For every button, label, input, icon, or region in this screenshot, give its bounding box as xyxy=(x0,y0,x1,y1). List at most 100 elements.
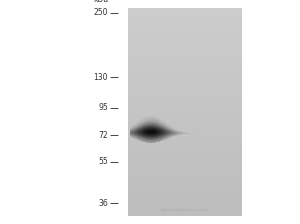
Bar xyxy=(146,122,147,123)
Bar xyxy=(149,132,150,133)
Bar xyxy=(139,123,140,124)
Bar xyxy=(159,141,160,142)
Bar xyxy=(161,136,162,137)
Bar xyxy=(165,131,166,132)
Bar xyxy=(134,131,135,132)
Bar xyxy=(159,127,160,128)
Bar xyxy=(152,141,153,142)
Bar xyxy=(145,140,146,141)
Bar xyxy=(142,118,143,119)
Bar xyxy=(147,126,148,127)
Bar xyxy=(143,135,144,136)
Bar xyxy=(136,129,137,130)
Bar xyxy=(128,155,242,158)
Bar xyxy=(143,132,144,133)
Bar xyxy=(159,121,160,122)
Bar xyxy=(146,125,147,126)
Bar xyxy=(154,122,155,123)
Bar xyxy=(148,142,149,143)
Bar xyxy=(160,127,161,128)
Bar xyxy=(157,133,158,134)
Bar xyxy=(138,131,139,132)
Bar xyxy=(167,127,168,128)
Bar xyxy=(151,131,152,132)
Bar xyxy=(148,139,149,140)
Bar xyxy=(163,135,164,136)
Bar xyxy=(140,135,141,136)
Bar xyxy=(128,55,242,58)
Bar xyxy=(167,124,168,125)
Bar xyxy=(138,125,139,126)
Bar xyxy=(134,138,135,139)
Bar xyxy=(149,119,150,120)
Bar xyxy=(143,119,144,120)
Bar xyxy=(142,121,143,122)
Text: 36: 36 xyxy=(98,199,108,208)
Bar xyxy=(128,148,242,150)
Bar xyxy=(139,132,140,133)
Bar xyxy=(152,136,153,137)
Bar xyxy=(138,129,139,130)
Bar xyxy=(147,139,148,140)
Bar xyxy=(147,136,148,137)
Bar xyxy=(136,138,137,139)
Bar xyxy=(140,123,141,124)
Bar xyxy=(146,128,147,129)
Text: 95: 95 xyxy=(98,103,108,112)
Bar xyxy=(156,124,157,125)
Bar xyxy=(137,128,138,129)
Bar xyxy=(145,121,146,122)
Bar xyxy=(159,122,160,123)
Bar xyxy=(147,137,148,138)
Bar xyxy=(158,136,159,137)
Bar xyxy=(162,138,163,139)
Text: www.elabscience.com: www.elabscience.com xyxy=(161,208,209,212)
Bar xyxy=(154,123,155,124)
Bar xyxy=(142,123,143,124)
Bar xyxy=(144,134,145,135)
Bar xyxy=(154,137,155,138)
Bar xyxy=(147,117,148,118)
Bar xyxy=(148,127,149,128)
Bar xyxy=(148,116,149,117)
Bar xyxy=(152,126,153,127)
Bar xyxy=(150,140,151,141)
Bar xyxy=(141,131,142,132)
Bar xyxy=(144,137,145,138)
Bar xyxy=(162,128,163,129)
Bar xyxy=(162,122,163,123)
Bar xyxy=(166,135,167,136)
Bar xyxy=(165,138,166,139)
Bar xyxy=(168,128,169,129)
Bar xyxy=(155,127,156,128)
Bar xyxy=(159,135,160,136)
Bar xyxy=(128,16,242,19)
Bar xyxy=(139,139,140,140)
Bar xyxy=(157,137,158,138)
Bar xyxy=(152,131,153,132)
Bar xyxy=(164,139,165,140)
Bar xyxy=(161,131,162,132)
Bar xyxy=(156,117,157,118)
Bar xyxy=(150,137,151,138)
Bar xyxy=(147,123,148,124)
Bar xyxy=(148,129,149,130)
Bar xyxy=(135,128,136,129)
Bar xyxy=(158,127,159,128)
Bar xyxy=(153,129,154,130)
Bar xyxy=(156,119,157,120)
Bar xyxy=(160,123,161,124)
Bar xyxy=(155,140,156,141)
Bar xyxy=(160,131,161,132)
Bar xyxy=(143,120,144,121)
Bar xyxy=(133,129,134,130)
Bar xyxy=(141,128,142,129)
Bar xyxy=(155,139,156,140)
Bar xyxy=(146,126,147,127)
Bar xyxy=(128,40,242,42)
Bar xyxy=(150,134,151,135)
Bar xyxy=(158,138,159,139)
Bar xyxy=(158,139,159,140)
Bar xyxy=(161,124,162,125)
Bar xyxy=(136,131,137,132)
